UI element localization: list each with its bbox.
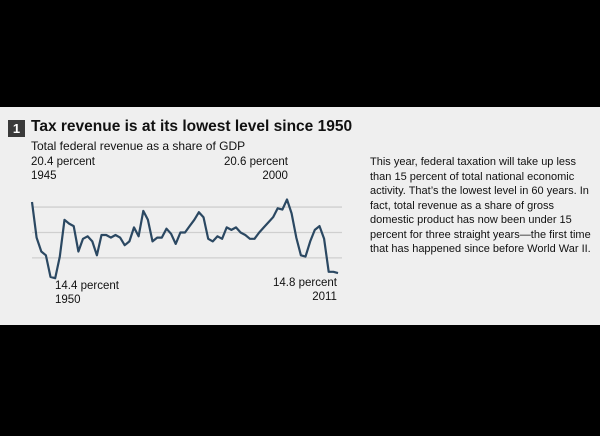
line-chart xyxy=(30,198,342,280)
chart-panel: 1 Tax revenue is at its lowest level sin… xyxy=(0,107,600,325)
annotation-value: 20.4 percent xyxy=(31,156,95,168)
annotation-value: 14.8 percent xyxy=(273,277,337,289)
annotation-2011: 14.8 percent 2011 xyxy=(273,276,337,304)
annotation-1945: 20.4 percent 1945 xyxy=(31,155,95,183)
body-text: This year, federal taxation will take up… xyxy=(370,156,591,255)
chart-title: Tax revenue is at its lowest level since… xyxy=(31,118,353,135)
chart-number-badge: 1 xyxy=(8,120,25,137)
series-line xyxy=(30,198,339,280)
annotation-2000: 20.6 percent 2000 xyxy=(224,155,288,183)
annotation-year: 1950 xyxy=(55,294,81,306)
annotation-value: 14.4 percent xyxy=(55,280,119,292)
annotation-1950: 14.4 percent 1950 xyxy=(55,279,119,307)
annotation-year: 2000 xyxy=(262,170,288,182)
annotation-value: 20.6 percent xyxy=(224,156,288,168)
chart-subtitle: Total federal revenue as a share of GDP xyxy=(31,139,246,153)
annotation-year: 1945 xyxy=(31,170,57,182)
annotation-year: 2011 xyxy=(312,291,337,303)
